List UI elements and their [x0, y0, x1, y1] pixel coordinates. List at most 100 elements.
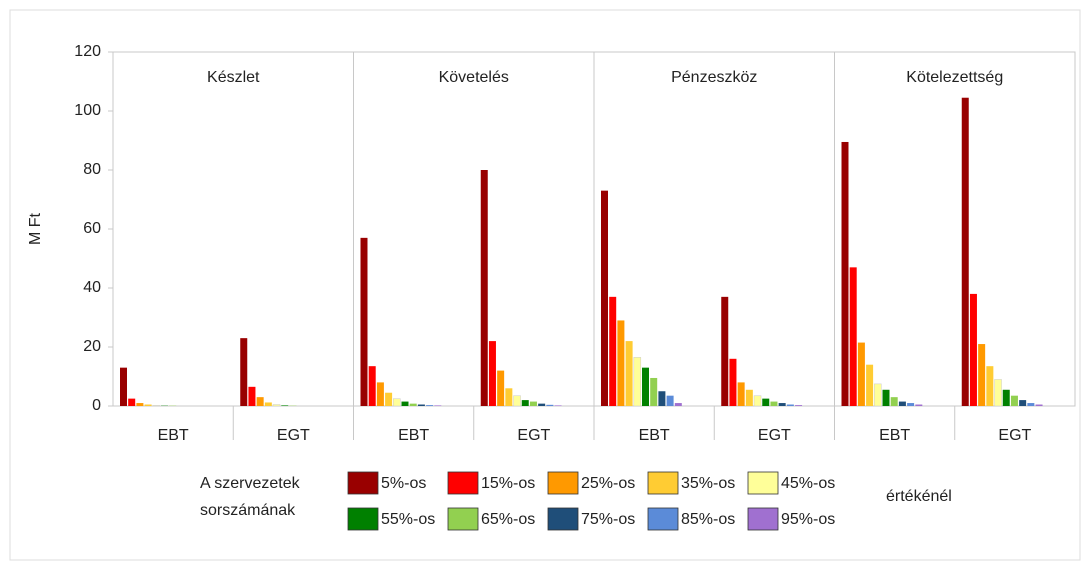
- bar: [257, 397, 264, 406]
- legend-label: 95%-os: [781, 511, 835, 528]
- legend-label: 45%-os: [781, 475, 835, 492]
- bar: [858, 343, 865, 406]
- y-tick-label: 60: [83, 220, 101, 237]
- bar: [754, 396, 761, 406]
- bar: [650, 378, 657, 406]
- legend-swatch: [348, 508, 378, 530]
- bar: [153, 405, 160, 406]
- legend-prefix: sorszámának: [200, 502, 296, 519]
- legend-label: 65%-os: [481, 511, 535, 528]
- legend-label: 55%-os: [381, 511, 435, 528]
- legend-label: 25%-os: [581, 475, 635, 492]
- bar: [770, 402, 777, 406]
- legend-label: 75%-os: [581, 511, 635, 528]
- bar: [410, 404, 417, 406]
- bar: [281, 405, 288, 406]
- bar: [377, 382, 384, 406]
- legend-label: 85%-os: [681, 511, 735, 528]
- legend-swatch: [748, 508, 778, 530]
- bar: [738, 382, 745, 406]
- bar: [866, 365, 873, 406]
- panel-title: Készlet: [207, 69, 260, 86]
- chart-border: [10, 10, 1080, 560]
- bar: [546, 405, 553, 406]
- bar: [729, 359, 736, 406]
- panel-title: Követelés: [439, 69, 509, 86]
- bar: [385, 393, 392, 406]
- x-tick-label: EGT: [277, 427, 310, 444]
- bar: [986, 366, 993, 406]
- bar: [136, 403, 143, 406]
- bar: [240, 338, 247, 406]
- legend-swatch: [548, 472, 578, 494]
- bar: [658, 391, 665, 406]
- bar: [522, 400, 529, 406]
- bar: [634, 357, 641, 406]
- bar: [962, 98, 969, 406]
- panel-title: Kötelezettség: [906, 69, 1003, 86]
- bar: [874, 384, 881, 406]
- y-tick-label: 0: [92, 397, 101, 414]
- bar: [1003, 390, 1010, 406]
- bar: [667, 396, 674, 406]
- bar: [601, 191, 608, 406]
- bar: [746, 390, 753, 406]
- bar: [555, 405, 562, 406]
- bar: [642, 368, 649, 406]
- legend-swatch: [448, 508, 478, 530]
- legend-swatch: [548, 508, 578, 530]
- legend-suffix: értékénél: [886, 488, 952, 505]
- legend-label: 15%-os: [481, 475, 535, 492]
- bar: [505, 388, 512, 406]
- panel-title: Pénzeszköz: [671, 69, 757, 86]
- legend-prefix: A szervezetek: [200, 475, 301, 492]
- bar: [426, 405, 433, 406]
- y-tick-label: 20: [83, 338, 101, 355]
- x-tick-label: EBT: [639, 427, 670, 444]
- bar: [787, 405, 794, 406]
- bar: [393, 399, 400, 406]
- bar: [970, 294, 977, 406]
- bar: [248, 387, 255, 406]
- bar: [530, 402, 537, 406]
- bar: [273, 405, 280, 406]
- bar: [675, 403, 682, 406]
- bar: [434, 405, 441, 406]
- bar: [481, 170, 488, 406]
- bar: [617, 320, 624, 406]
- bar: [128, 399, 135, 406]
- bar: [609, 297, 616, 406]
- legend-swatch: [748, 472, 778, 494]
- bar: [369, 366, 376, 406]
- bar: [779, 403, 786, 406]
- x-tick-label: EGT: [998, 427, 1031, 444]
- bar: [1036, 405, 1043, 406]
- bar: [497, 371, 504, 406]
- bar: [265, 402, 272, 406]
- y-tick-label: 120: [74, 43, 101, 60]
- x-tick-label: EBT: [398, 427, 429, 444]
- x-tick-label: EBT: [158, 427, 189, 444]
- legend-swatch: [348, 472, 378, 494]
- bar: [489, 341, 496, 406]
- bar: [891, 397, 898, 406]
- bar: [842, 142, 849, 406]
- x-tick-label: EGT: [758, 427, 791, 444]
- y-tick-label: 40: [83, 279, 101, 296]
- bar: [978, 344, 985, 406]
- bar: [1019, 400, 1026, 406]
- y-axis-label: M Ft: [27, 212, 44, 245]
- bar: [361, 238, 368, 406]
- bar: [1011, 396, 1018, 406]
- x-tick-label: EBT: [879, 427, 910, 444]
- bar: [626, 341, 633, 406]
- x-tick-label: EGT: [517, 427, 550, 444]
- bar: [995, 379, 1002, 406]
- bar: [120, 368, 127, 406]
- bar: [145, 405, 152, 406]
- y-tick-label: 100: [74, 102, 101, 119]
- legend-swatch: [648, 472, 678, 494]
- legend-label: 5%-os: [381, 475, 426, 492]
- bar: [762, 399, 769, 406]
